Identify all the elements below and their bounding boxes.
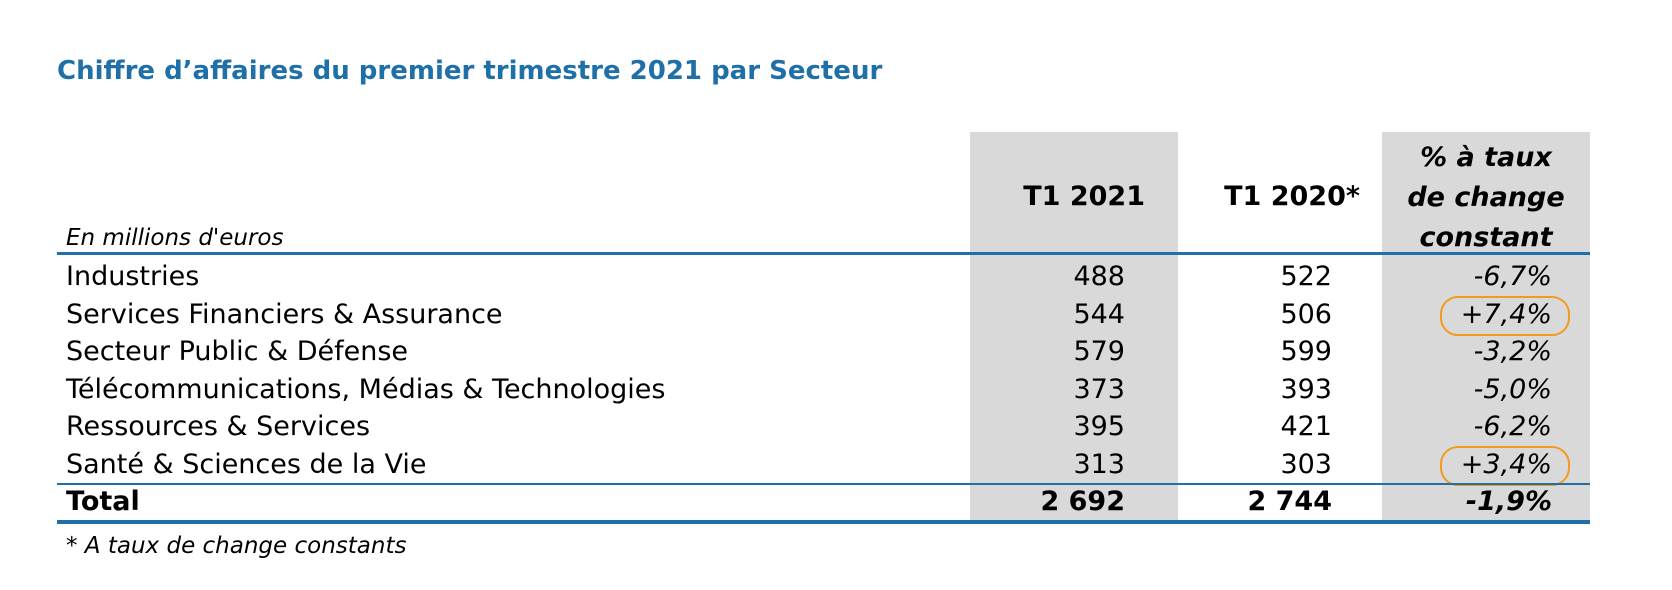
total-t1-2021: 2 692 xyxy=(1040,486,1125,517)
row-label: Télécommunications, Médias & Technologie… xyxy=(66,373,666,405)
total-t1-2020: 2 744 xyxy=(1247,486,1332,517)
cell-t1-2021: 488 xyxy=(1073,261,1125,292)
cell-pct-change: -6,2% xyxy=(1473,411,1552,443)
cell-t1-2020: 421 xyxy=(1280,411,1332,443)
header-t1-2021: T1 2021 xyxy=(1023,181,1145,212)
cell-t1-2021: 395 xyxy=(1073,411,1125,443)
cell-t1-2020: 393 xyxy=(1280,373,1332,405)
cell-pct-change: +3,4% xyxy=(1460,448,1552,480)
header-t1-2020: T1 2020* xyxy=(1224,181,1360,212)
highlight-circle xyxy=(1440,295,1570,336)
cell-t1-2021: 313 xyxy=(1073,448,1125,480)
header-pct-line2: de change xyxy=(1407,182,1565,213)
row-label: Industries xyxy=(66,261,200,292)
cell-pct-change: -6,7% xyxy=(1473,261,1552,292)
table-title: Chiffre d’affaires du premier trimestre … xyxy=(57,56,883,86)
row-label: Santé & Sciences de la Vie xyxy=(66,448,427,480)
bottom-rule xyxy=(57,520,1590,524)
table-body: Industries 488 522 -6,7% Services Financ… xyxy=(0,258,1672,486)
cell-pct-change: +7,4% xyxy=(1460,298,1552,330)
footnote: * A taux de change constants xyxy=(66,533,407,559)
cell-pct-change: -3,2% xyxy=(1473,336,1552,368)
total-label: Total xyxy=(66,486,140,517)
cell-t1-2020: 303 xyxy=(1280,448,1332,480)
cell-t1-2020: 599 xyxy=(1280,336,1332,368)
cell-t1-2020: 522 xyxy=(1280,261,1332,292)
header-pct-line1: % à taux xyxy=(1420,142,1552,173)
cell-t1-2021: 373 xyxy=(1073,373,1125,405)
header-rule xyxy=(57,252,1590,255)
row-label: Ressources & Services xyxy=(66,411,371,443)
total-rule xyxy=(57,483,1590,485)
header-pct-line3: constant xyxy=(1419,222,1553,253)
highlight-circle xyxy=(1440,445,1570,486)
table-row: Santé & Sciences de la Vie 313 303 +3,4% xyxy=(0,445,1672,486)
cell-pct-change: -5,0% xyxy=(1473,373,1552,405)
table-row: Secteur Public & Défense 579 599 -3,2% xyxy=(0,333,1672,371)
row-label: Services Financiers & Assurance xyxy=(66,298,503,330)
column-shade-t1-2021 xyxy=(970,132,1178,522)
unit-label: En millions d'euros xyxy=(66,225,284,251)
cell-t1-2021: 544 xyxy=(1073,298,1125,330)
table-row: Industries 488 522 -6,7% xyxy=(0,258,1672,296)
table-row: Télécommunications, Médias & Technologie… xyxy=(0,371,1672,409)
row-label: Secteur Public & Défense xyxy=(66,336,409,368)
total-row: Total 2 692 2 744 -1,9% xyxy=(0,484,1672,520)
total-pct-change: -1,9% xyxy=(1465,486,1552,517)
cell-t1-2020: 506 xyxy=(1280,298,1332,330)
header-pct-change: % à taux de change constant xyxy=(1382,138,1590,258)
cell-t1-2021: 579 xyxy=(1073,336,1125,368)
table-row: Services Financiers & Assurance 544 506 … xyxy=(0,295,1672,336)
table-row: Ressources & Services 395 421 -6,2% xyxy=(0,408,1672,446)
